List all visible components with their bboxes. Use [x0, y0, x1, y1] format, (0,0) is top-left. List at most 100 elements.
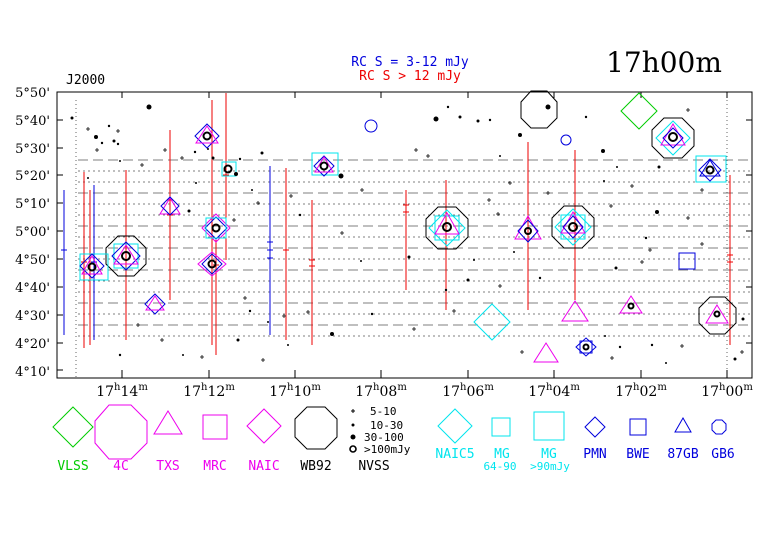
txs-label: TXS	[156, 459, 179, 474]
mg-range-high: >90mJy	[530, 460, 570, 473]
mg-marker	[579, 340, 593, 354]
vlss-label: VLSS	[57, 459, 88, 474]
pmn-marker	[111, 241, 141, 271]
txs-legend-icon	[153, 410, 183, 435]
nvss-size-4: >100mJy	[364, 443, 411, 456]
pmn-marker	[562, 215, 584, 239]
pmn-label: PMN	[583, 447, 606, 462]
wb92-marker	[105, 235, 147, 277]
nvss-source	[121, 251, 131, 261]
dec-label: 5°00'	[15, 225, 50, 240]
naic-legend-icon	[246, 408, 282, 444]
dec-label: 4°20'	[15, 337, 50, 352]
txs-marker	[434, 211, 460, 235]
wb92-marker	[551, 205, 595, 249]
txs-marker	[81, 254, 103, 275]
mg2-label: MG	[541, 447, 557, 462]
naic-marker	[197, 251, 227, 277]
wb92-label: WB92	[300, 459, 331, 474]
txs-marker	[619, 295, 643, 314]
txs-marker	[314, 156, 334, 173]
mg-marker	[560, 214, 586, 240]
dec-grid-lines	[75, 100, 752, 378]
4c-label: 4C	[113, 459, 129, 474]
mg-marker	[205, 217, 227, 239]
axis-ticks	[57, 91, 752, 378]
bwe-marker	[678, 252, 696, 270]
mg-range-low: 64-90	[483, 460, 516, 473]
catalog-markers	[79, 90, 737, 363]
mrc-legend-icon	[202, 414, 228, 440]
nvss-source	[207, 259, 217, 269]
mg-marker	[221, 161, 237, 177]
pmn-marker	[201, 253, 223, 275]
pmn-marker	[144, 293, 166, 315]
dec-axis-labels: 5°50' 5°40' 5°30' 5°20' 5°10' 5°00' 4°50…	[15, 86, 50, 380]
wb92-marker	[520, 90, 558, 129]
nvss-source	[211, 223, 221, 233]
rc-high-legend: RC S > 12 mJy	[359, 69, 461, 84]
nvss-size-3: 30-100	[364, 431, 404, 444]
vlss-marker	[620, 92, 658, 130]
ra-label: 17h10m	[269, 382, 321, 400]
wb92-marker	[651, 117, 695, 159]
pmn-marker	[194, 123, 220, 149]
txs-marker	[145, 295, 165, 311]
dec-label: 5°50'	[15, 86, 50, 101]
ra-label: 17h04m	[528, 382, 580, 400]
nvss-source	[87, 262, 97, 272]
mg-label: MG	[494, 447, 510, 462]
ra-label: 17h08m	[355, 382, 407, 400]
naic5-legend-icon	[437, 408, 473, 444]
dec-label: 4°10'	[15, 365, 50, 380]
nvss-label: NVSS	[358, 459, 389, 474]
txs-marker	[705, 304, 729, 324]
gb6-marker	[364, 119, 378, 133]
nvss-source	[627, 302, 635, 310]
nvss-source	[223, 164, 233, 174]
pmn-marker	[662, 127, 684, 149]
nvss-source	[524, 227, 532, 235]
naic-marker	[201, 213, 231, 243]
pmn-marker	[313, 155, 335, 177]
mg-marker	[79, 253, 109, 281]
gb6-marker	[560, 134, 572, 146]
legend-labels: VLSS 4C TXS MRC NAIC WB92 NVSS 5-10 10-3…	[57, 405, 734, 474]
nvss-source	[713, 310, 721, 318]
plot-frame	[56, 91, 753, 379]
nvss-size-1: 5-10	[370, 405, 397, 418]
nvss-source	[582, 343, 590, 351]
dec-label: 4°40'	[15, 281, 50, 296]
mrc-label: MRC	[203, 459, 226, 474]
nvss-source	[202, 131, 212, 141]
txs-marker	[561, 300, 589, 322]
nvss-faint-sources	[86, 108, 744, 362]
wb92-marker	[698, 296, 737, 335]
dec-label: 4°50'	[15, 253, 50, 268]
nvss-source	[668, 132, 678, 142]
87gb-label: 87GB	[667, 447, 698, 462]
pmn-legend-icon	[584, 416, 606, 438]
ra-label: 17h14m	[96, 382, 148, 400]
mg-marker	[434, 215, 460, 241]
dec-label: 5°10'	[15, 197, 50, 212]
gb6-label: GB6	[711, 447, 734, 462]
naic5-label: NAIC5	[435, 447, 474, 462]
ra-label: 17h00m	[701, 382, 753, 400]
ra-label: 17h06m	[442, 382, 494, 400]
pmn-marker	[160, 196, 180, 216]
pmn-marker	[204, 216, 228, 240]
bwe-legend-icon	[629, 418, 647, 436]
bwe-label: BWE	[626, 447, 649, 462]
4c-legend-icon	[94, 404, 148, 460]
dec-label: 5°40'	[15, 114, 50, 129]
nvss-source	[319, 161, 329, 171]
ra-label: 17h02m	[615, 382, 667, 400]
txs-marker	[533, 342, 559, 363]
nvss-source	[442, 222, 452, 232]
mg-marker	[695, 155, 727, 183]
mg-legend-icon	[491, 417, 511, 437]
txs-marker	[195, 125, 219, 144]
naic-label: NAIC	[248, 459, 279, 474]
